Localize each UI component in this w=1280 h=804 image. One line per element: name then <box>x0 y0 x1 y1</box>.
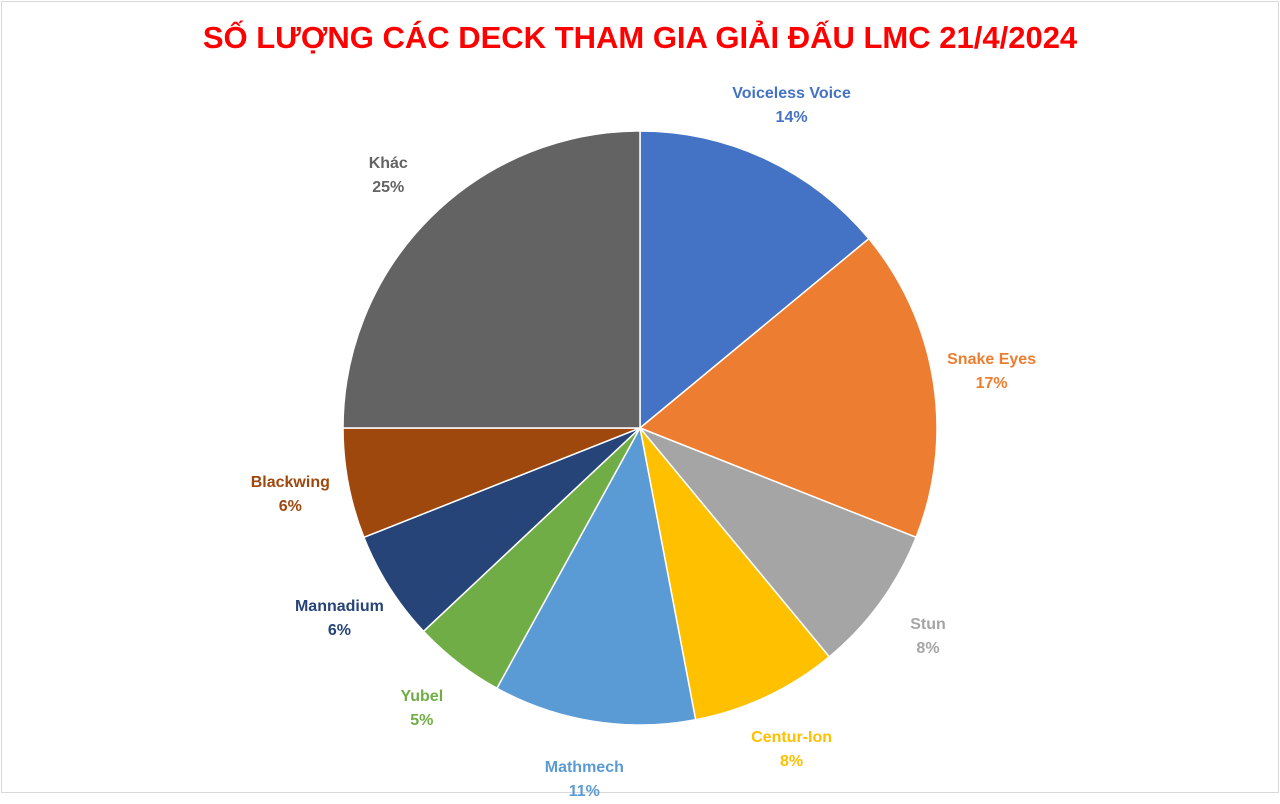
slice-percent: 5% <box>410 712 434 730</box>
chart-title: SỐ LƯỢNG CÁC DECK THAM GIA GIẢI ĐẤU LMC … <box>202 20 1078 55</box>
data-label: Voiceless Voice 14% <box>732 82 851 130</box>
slice-percent: 6% <box>327 621 351 639</box>
data-label: Centur-Ion 8% <box>751 726 832 774</box>
slice-name: Mannadium <box>294 597 384 615</box>
slice-percent: 8% <box>780 753 804 771</box>
slice-percent: 6% <box>278 497 302 515</box>
slice-percent: 25% <box>372 179 405 197</box>
slice-percent: 17% <box>975 375 1008 393</box>
data-label: Snake Eyes 17% <box>947 348 1036 396</box>
slice-name: Khác <box>368 155 408 173</box>
data-label: Mathmech 11% <box>545 756 624 804</box>
pie-slice-kh-c <box>342 130 641 429</box>
slice-name: Yubel <box>400 688 444 706</box>
slice-name: Snake Eyes <box>947 351 1037 369</box>
pie-slice-centur-ion <box>639 427 831 721</box>
slice-name: Voiceless Voice <box>732 84 851 102</box>
data-label: Stun 8% <box>910 613 946 661</box>
slice-percent: 8% <box>916 640 940 658</box>
slice-percent: 14% <box>775 108 808 126</box>
slice-name: Mathmech <box>544 758 624 776</box>
data-label: Khác 25% <box>369 152 408 200</box>
slice-name: Centur-Ion <box>751 729 832 747</box>
pie-slice-snake-eyes <box>638 237 938 539</box>
data-label: Blackwing 6% <box>251 471 330 519</box>
data-label: Yubel 5% <box>400 685 443 733</box>
slice-name: Stun <box>910 616 946 634</box>
pie-slice-voiceless-voice <box>639 130 870 430</box>
slice-percent: 11% <box>568 782 600 800</box>
slice-name: Blackwing <box>250 473 330 491</box>
pie-slice-mathmech <box>495 425 697 726</box>
pie-slice-stun <box>639 427 918 658</box>
data-label: Mannadium 6% <box>295 595 384 643</box>
